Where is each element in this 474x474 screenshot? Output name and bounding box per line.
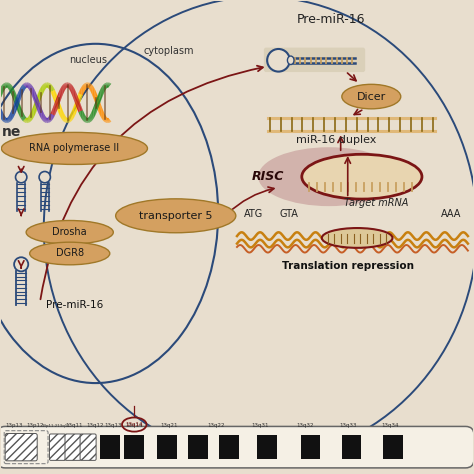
Text: ATG: ATG: [244, 210, 263, 219]
FancyBboxPatch shape: [0, 427, 474, 468]
Text: 13q12: 13q12: [86, 423, 103, 428]
Bar: [257, 436, 277, 459]
Ellipse shape: [1, 132, 147, 164]
Text: Drosha: Drosha: [53, 228, 87, 237]
Text: 13p12: 13p12: [27, 423, 44, 428]
Text: nucleus: nucleus: [70, 55, 108, 65]
Ellipse shape: [287, 56, 294, 64]
Ellipse shape: [302, 155, 422, 199]
FancyBboxPatch shape: [65, 434, 81, 460]
Ellipse shape: [116, 199, 236, 233]
Text: 13q11: 13q11: [66, 423, 83, 428]
Text: 13q34: 13q34: [382, 423, 399, 428]
Bar: [219, 436, 239, 459]
Text: Target mRNA: Target mRNA: [344, 198, 408, 208]
Text: 13p13: 13p13: [6, 423, 23, 428]
Bar: [383, 436, 403, 459]
Bar: [124, 436, 144, 459]
Bar: [189, 436, 208, 459]
Text: 13q14: 13q14: [126, 422, 143, 427]
Text: 13q32: 13q32: [297, 423, 314, 428]
Bar: [157, 436, 177, 459]
Text: Dicer: Dicer: [356, 91, 386, 101]
Text: transporter 5: transporter 5: [139, 211, 212, 221]
Text: ne: ne: [2, 126, 22, 139]
Circle shape: [39, 172, 50, 183]
Text: Pre-miR-16: Pre-miR-16: [297, 13, 365, 26]
FancyBboxPatch shape: [5, 434, 37, 461]
Bar: [301, 436, 320, 459]
Text: Translation repression: Translation repression: [282, 261, 414, 271]
Text: 13q14: 13q14: [126, 423, 143, 428]
Text: RNA polymerase II: RNA polymerase II: [29, 144, 119, 154]
Bar: [100, 436, 120, 459]
Circle shape: [14, 257, 28, 272]
Text: miR-16 duplex: miR-16 duplex: [296, 136, 376, 146]
Ellipse shape: [322, 228, 392, 248]
Text: 13q33: 13q33: [339, 423, 356, 428]
FancyBboxPatch shape: [264, 47, 365, 72]
Text: Pre-miR-16: Pre-miR-16: [46, 301, 103, 310]
Text: RISC: RISC: [251, 170, 284, 183]
Text: 13q22: 13q22: [207, 423, 225, 428]
Circle shape: [16, 172, 27, 183]
FancyBboxPatch shape: [80, 434, 96, 460]
FancyBboxPatch shape: [49, 434, 65, 460]
Text: DGR8: DGR8: [55, 248, 84, 258]
Text: 13q13: 13q13: [105, 423, 122, 428]
Text: 13q31: 13q31: [252, 423, 269, 428]
Text: 13p11.213q11: 13p11.213q11: [41, 424, 70, 428]
Bar: [342, 436, 361, 459]
Circle shape: [267, 49, 290, 72]
Ellipse shape: [258, 147, 400, 206]
Text: AAA: AAA: [441, 210, 462, 219]
Ellipse shape: [342, 84, 401, 109]
Text: 13q21: 13q21: [160, 423, 177, 428]
Text: cytoplasm: cytoplasm: [144, 46, 194, 56]
Text: GTA: GTA: [279, 210, 298, 219]
Ellipse shape: [26, 220, 113, 244]
Ellipse shape: [30, 242, 110, 265]
